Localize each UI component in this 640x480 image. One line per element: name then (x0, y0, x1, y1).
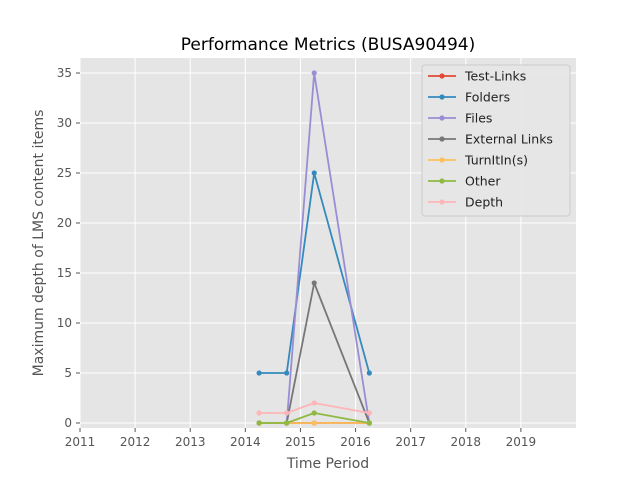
y-axis-label: Maximum depth of LMS content items (31, 110, 47, 377)
x-tick-label: 2013 (175, 435, 206, 449)
series-line (259, 402, 370, 414)
data-point (311, 70, 317, 76)
legend-label: Folders (465, 90, 510, 105)
x-tick-label: 2014 (230, 435, 261, 449)
ticks: 2011 2012 2013 2014 2015 2016 2017 2018 20190510… (57, 66, 536, 449)
series-6 (256, 400, 372, 416)
data-point (366, 370, 372, 376)
legend-label: Files (465, 111, 492, 126)
data-point (256, 370, 262, 376)
series-line (259, 172, 371, 374)
data-point (311, 280, 317, 286)
legend-item: Folders (428, 90, 510, 105)
x-tick-label: 2016 (340, 435, 371, 449)
series-layer (256, 70, 372, 426)
legend-item: TurnItIn(s) (428, 153, 528, 168)
legend-item: Other (428, 174, 501, 189)
data-point (284, 420, 290, 426)
series-1 (256, 170, 372, 376)
legend-marker (439, 178, 445, 184)
legend-marker (439, 136, 445, 142)
x-tick-label: 2018 (451, 435, 482, 449)
legend-label: Depth (465, 195, 503, 210)
legend-marker (439, 157, 445, 163)
data-point (284, 410, 290, 416)
data-point (256, 420, 262, 426)
y-tick-label: 25 (57, 166, 72, 180)
legend-marker (439, 94, 445, 100)
legend-label: Other (465, 174, 501, 189)
y-tick-label: 35 (57, 66, 72, 80)
x-tick-label: 2017 (395, 435, 426, 449)
legend-label: TurnItIn(s) (464, 153, 528, 168)
x-tick-label: 2012 (120, 435, 151, 449)
legend-item: Test-Links (428, 69, 526, 84)
y-tick-label: 20 (57, 216, 72, 230)
legend: Test-Links Folders Files External Links Turn… (421, 64, 571, 217)
data-point (366, 420, 372, 426)
x-tick-label: 2015 (285, 435, 316, 449)
data-point (366, 410, 372, 416)
data-point (311, 410, 317, 416)
legend-label: Test-Links (464, 69, 526, 84)
y-tick-label: 30 (57, 116, 72, 130)
data-point (256, 410, 262, 416)
chart-title: Performance Metrics (BUSA90494) (181, 35, 475, 55)
y-tick-label: 0 (64, 416, 72, 430)
x-axis-label: Time Period (286, 456, 369, 472)
x-tick-label: 2019 (506, 435, 537, 449)
legend-frame (421, 64, 571, 217)
data-point (284, 370, 290, 376)
data-point (311, 420, 317, 426)
legend-marker (439, 199, 445, 205)
legend-item: External Links (428, 132, 553, 147)
legend-marker (439, 73, 445, 79)
legend-marker (439, 115, 445, 121)
y-tick-label: 5 (64, 366, 72, 380)
series-5 (256, 410, 372, 426)
data-point (311, 400, 317, 406)
legend-item: Depth (428, 195, 503, 210)
legend-item: Files (428, 111, 492, 126)
legend-label: External Links (465, 132, 553, 147)
series-line (259, 412, 370, 424)
y-tick-label: 15 (57, 266, 72, 280)
data-point (311, 170, 317, 176)
x-tick-label: 2011 (65, 435, 96, 449)
y-tick-label: 10 (57, 316, 72, 330)
